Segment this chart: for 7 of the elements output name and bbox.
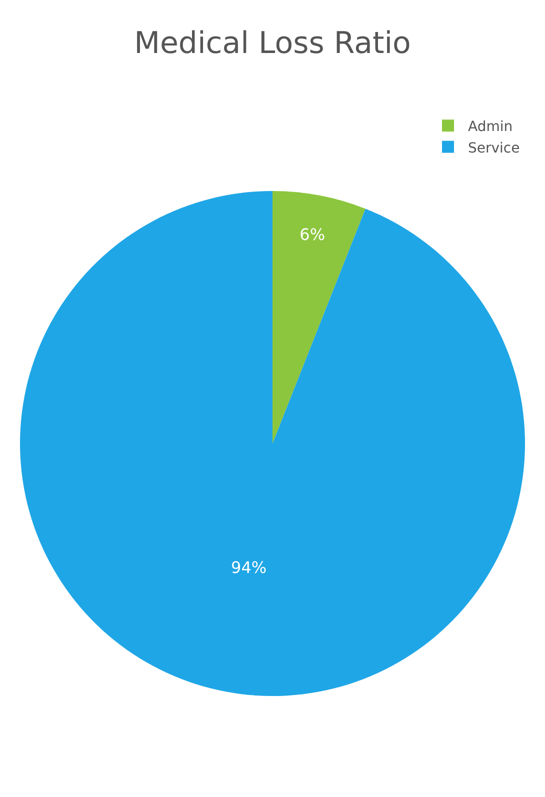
data-label: 94% xyxy=(231,558,267,578)
pie-slice xyxy=(272,191,366,444)
legend-label: Service xyxy=(468,140,520,156)
chart-title: Medical Loss Ratio xyxy=(134,26,411,61)
data-label: 6% xyxy=(300,225,326,244)
legend-label: Admin xyxy=(468,119,513,136)
pie-slice xyxy=(20,191,525,696)
